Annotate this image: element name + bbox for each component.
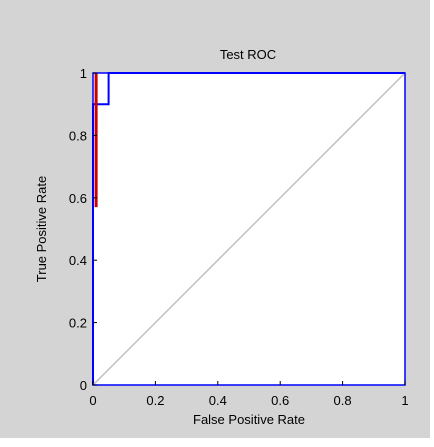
- y-axis-title: True Positive Rate: [34, 176, 49, 282]
- x-axis: 0 0.2 0.4 0.6 0.8 1: [89, 381, 409, 408]
- y-tick-label: 0.4: [69, 253, 87, 268]
- figure-background: Test ROC 0 0.2 0.4 0.6 0.8 1 0 0.2 0.4 0.6 0.8 1 F…: [0, 0, 430, 438]
- y-tick-label: 1: [80, 66, 87, 81]
- y-axis: 0 0.2 0.4 0.6 0.8 1: [69, 66, 97, 393]
- x-tick-label: 0.6: [271, 393, 289, 408]
- plot-border: [92, 72, 406, 386]
- chart-title: Test ROC: [220, 47, 276, 62]
- x-tick-label: 0.4: [209, 393, 227, 408]
- x-tick-label: 0.2: [146, 393, 164, 408]
- x-tick-label: 0: [89, 393, 96, 408]
- x-tick-label: 0.8: [334, 393, 352, 408]
- y-tick-label: 0.2: [69, 316, 87, 331]
- y-tick-label: 0.6: [69, 191, 87, 206]
- y-tick-label: 0.8: [69, 128, 87, 143]
- x-axis-title: False Positive Rate: [193, 412, 305, 427]
- x-tick-label: 1: [401, 393, 408, 408]
- y-tick-label: 0: [80, 378, 87, 393]
- roc-chart: Test ROC 0 0.2 0.4 0.6 0.8 1 0 0.2 0.4 0.6 0.8 1 F…: [34, 47, 409, 427]
- chance-diagonal-line: [92, 72, 406, 386]
